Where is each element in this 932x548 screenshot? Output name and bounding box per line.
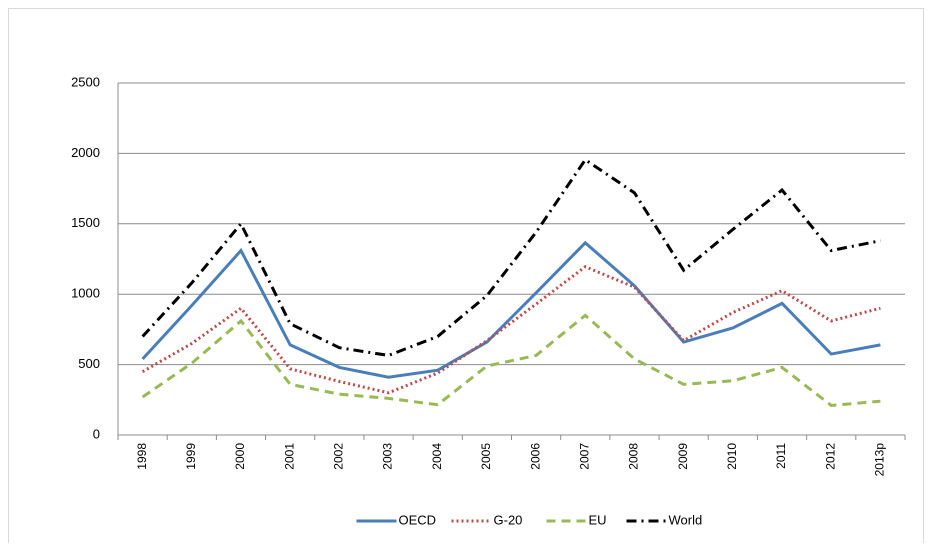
x-tick-label: 2006 (528, 443, 542, 470)
x-tick-label: 2002 (332, 443, 346, 470)
x-tick-label: 2000 (233, 443, 247, 470)
x-tick-label: 2012 (823, 443, 837, 470)
x-tick-label: 1998 (135, 443, 149, 470)
legend-label: EU (589, 512, 607, 527)
x-tick-label: 2007 (577, 443, 591, 470)
x-tick-label: 2001 (282, 443, 296, 470)
legend: OECD G-20 EU World (356, 512, 703, 527)
y-tick-label: 1500 (71, 215, 100, 230)
x-tick-label: 2008 (627, 443, 641, 470)
series-line (141, 313, 881, 407)
legend-label: World (669, 512, 703, 527)
x-tick-label: 2005 (479, 443, 493, 470)
x-tick-label: 2010 (725, 443, 739, 470)
x-tick-label: 2009 (676, 443, 690, 470)
legend-label: G-20 (494, 512, 523, 527)
x-tick-label: 2013p (873, 443, 887, 477)
x-tick-label: 2011 (774, 443, 788, 469)
y-tick-label: 2500 (71, 74, 100, 89)
x-tick-label: 2004 (430, 443, 444, 470)
y-tick-label: 1000 (71, 286, 100, 301)
y-tick-label: 500 (78, 356, 100, 371)
x-tick-label: 1999 (184, 443, 198, 470)
series-line (141, 265, 881, 395)
y-tick-label: 2000 (71, 145, 100, 160)
legend-label: OECD (399, 512, 437, 527)
series-line (141, 240, 881, 379)
x-tick-label: 2003 (381, 443, 395, 470)
y-tick-label: 0 (93, 426, 100, 441)
series-line (141, 157, 881, 357)
chart-frame (8, 8, 924, 548)
